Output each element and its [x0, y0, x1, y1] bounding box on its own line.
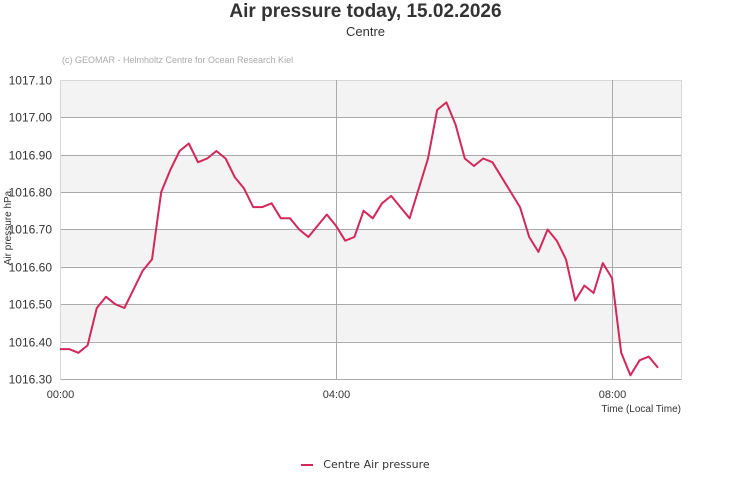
y-axis-ticks: 1017.10 1017.00 1016.90 1016.80 1016.70 1016.… — [9, 74, 53, 387]
chart-subtitle: Centre — [345, 24, 386, 39]
plot-background — [60, 80, 681, 379]
legend-line-icon — [301, 463, 314, 466]
plot-band — [60, 266, 681, 305]
y-tick-label: 1016.80 — [9, 186, 53, 200]
legend-label: Centre Air pressure — [323, 458, 430, 471]
plot-band — [60, 117, 681, 155]
y-tick-label: 1016.30 — [9, 373, 53, 387]
y-tick-label: 1017.10 — [9, 74, 53, 88]
y-tick-label: 1016.90 — [9, 149, 53, 163]
y-tick-label: 1016.40 — [9, 336, 53, 350]
x-axis-ticks: 00:00 04:00 08:00 — [47, 389, 627, 401]
pressure-series-line[interactable] — [60, 101, 659, 377]
y-tick-label: 1017.00 — [9, 111, 53, 125]
plot-band — [60, 154, 681, 193]
plot-band — [60, 341, 681, 379]
plot-band — [60, 304, 681, 342]
plot-band — [60, 80, 681, 118]
x-tick-label: 04:00 — [323, 389, 351, 401]
plot-band — [60, 192, 681, 230]
credit-text: (c) GEOMAR - Helmholtz Centre for Ocean … — [62, 55, 294, 65]
gridlines — [60, 80, 682, 380]
y-tick-label: 1016.60 — [9, 261, 53, 275]
legend-item-centre-air-pressure[interactable]: Centre Air pressure — [301, 458, 430, 471]
plot-band — [60, 229, 681, 267]
chart-title: Air pressure today, 15.02.2026 — [229, 1, 502, 22]
y-tick-label: 1016.50 — [9, 298, 53, 312]
y-axis-title: Air pressure hPa — [3, 190, 14, 265]
x-axis-title: Time (Local Time) — [601, 404, 681, 415]
y-tick-label: 1016.70 — [9, 223, 53, 237]
x-tick-label: 08:00 — [599, 389, 627, 401]
x-tick-label: 00:00 — [47, 389, 75, 401]
legend: Centre Air pressure — [0, 458, 731, 471]
